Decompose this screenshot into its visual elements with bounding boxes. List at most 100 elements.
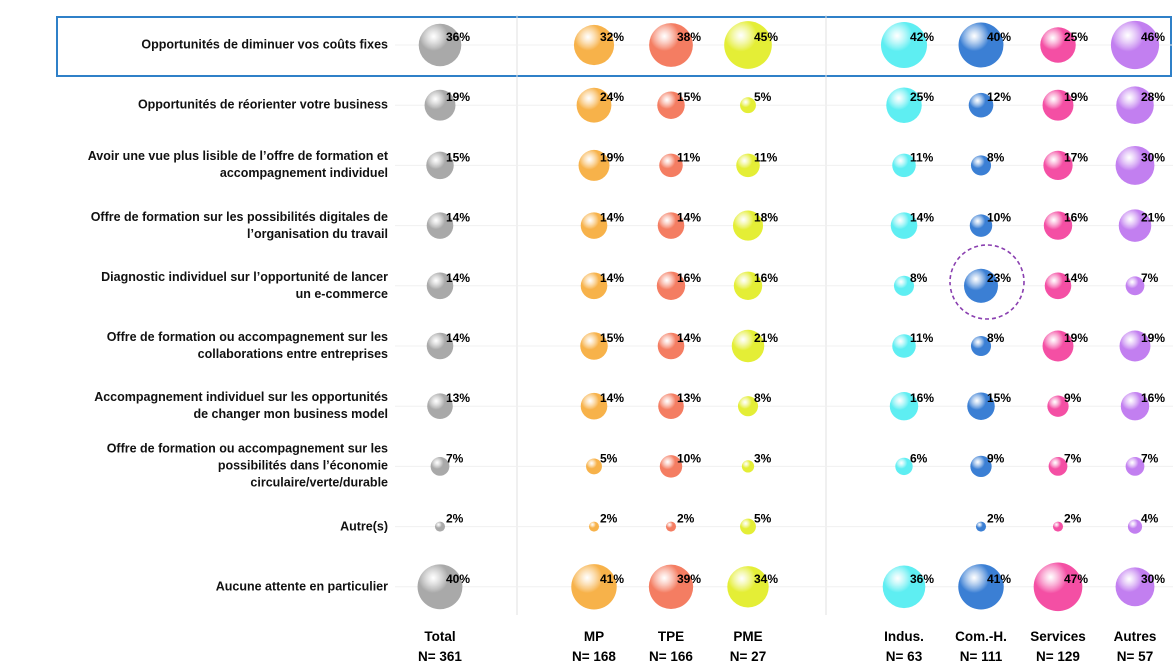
value-label: 24%: [600, 90, 624, 104]
bubble: [733, 271, 763, 300]
bubble: [580, 272, 608, 300]
value-label: 23%: [987, 271, 1011, 285]
bubble: [659, 455, 683, 478]
value-label: 8%: [987, 331, 1005, 345]
row-label: Aucune attente en particulier: [215, 579, 388, 594]
bubble: [1043, 211, 1073, 240]
value-label: 13%: [446, 391, 470, 405]
value-label: 14%: [1064, 271, 1088, 285]
value-label: 18%: [754, 211, 778, 225]
bubble: [724, 21, 772, 69]
value-label: 14%: [910, 211, 934, 225]
value-label: 15%: [446, 150, 470, 164]
bubble: [882, 565, 926, 609]
bubble: [417, 564, 463, 610]
bubble: [1042, 89, 1074, 121]
bubble: [1033, 562, 1083, 612]
value-label: 16%: [910, 391, 934, 405]
value-label: 2%: [987, 512, 1005, 526]
column-header: MP: [584, 629, 604, 644]
row-label: Opportunités de diminuer vos coûts fixes: [141, 37, 388, 52]
value-label: 6%: [910, 451, 928, 465]
bubble: [1115, 145, 1155, 185]
row-label: Avoir une vue plus lisible de l’offre de…: [87, 149, 388, 181]
bubble: [649, 23, 693, 67]
value-label: 39%: [677, 572, 701, 586]
value-label: 8%: [987, 150, 1005, 164]
bubble: [1052, 521, 1064, 532]
bubble: [418, 23, 462, 67]
bubble: [1042, 330, 1074, 362]
bubble: [1110, 20, 1160, 70]
value-label: 32%: [600, 30, 624, 44]
bubble: [588, 521, 600, 532]
value-label: 11%: [910, 150, 934, 164]
value-label: 16%: [1064, 211, 1088, 225]
value-label: 11%: [754, 150, 778, 164]
value-label: 40%: [446, 572, 470, 586]
bubble: [740, 518, 756, 535]
bubble: [578, 149, 610, 181]
value-label: 30%: [1141, 572, 1165, 586]
value-label: 5%: [600, 451, 618, 465]
value-label: 2%: [600, 512, 618, 526]
bubble: [975, 521, 987, 532]
value-label: 7%: [1141, 271, 1159, 285]
bubble: [571, 564, 617, 610]
bubble: [732, 210, 764, 241]
bubble: [576, 87, 612, 123]
value-label: 21%: [754, 331, 778, 345]
bubble: [970, 155, 992, 176]
value-label: 7%: [446, 451, 464, 465]
bubble: [741, 460, 755, 473]
bubble: [659, 153, 683, 178]
value-label: 19%: [446, 90, 470, 104]
bubble: [665, 521, 677, 532]
value-label: 9%: [987, 451, 1005, 465]
value-label: 4%: [1141, 512, 1159, 526]
bubble: [1040, 27, 1076, 63]
column-n: N= 168: [572, 649, 616, 664]
value-label: 30%: [1141, 150, 1165, 164]
value-label: 8%: [754, 391, 772, 405]
bubble: [1119, 330, 1151, 362]
bubble: [736, 153, 760, 178]
bubble: [657, 91, 685, 119]
value-label: 25%: [1064, 30, 1088, 44]
value-label: 14%: [600, 271, 624, 285]
bubble: [969, 214, 993, 237]
highlight-circle: [949, 244, 1025, 320]
bubble: [427, 393, 453, 419]
bubble: [890, 212, 918, 239]
value-label: 40%: [987, 30, 1011, 44]
value-label: 42%: [910, 30, 934, 44]
bubble: [1118, 209, 1152, 242]
value-label: 19%: [600, 150, 624, 164]
row-label: Offre de formation ou accompagnement sur…: [106, 441, 388, 490]
value-label: 10%: [677, 451, 701, 465]
bubble: [958, 22, 1004, 68]
bubble: [586, 458, 602, 475]
row-label: Offre de formation ou accompagnement sur…: [106, 330, 388, 361]
bubble: [426, 151, 454, 180]
column-header: Com.-H.: [955, 629, 1007, 644]
value-label: 16%: [1141, 391, 1165, 405]
bubble: [424, 89, 456, 121]
value-label: 3%: [754, 451, 772, 465]
value-label: 11%: [677, 150, 701, 164]
bubble: [880, 21, 928, 69]
bubble: [1125, 457, 1145, 476]
bubble: [892, 153, 916, 178]
bubble: [580, 392, 608, 420]
column-n: N= 27: [730, 649, 766, 664]
value-label: 38%: [677, 30, 701, 44]
row-label: Opportunités de réorienter votre busines…: [137, 97, 388, 112]
bubble: [426, 212, 454, 239]
bubble: [658, 393, 684, 419]
value-label: 36%: [910, 572, 934, 586]
bubble: [1125, 276, 1145, 296]
bubble: [737, 396, 759, 417]
bubble: [892, 334, 916, 358]
bubble: [886, 87, 922, 123]
value-label: 7%: [1141, 451, 1159, 465]
